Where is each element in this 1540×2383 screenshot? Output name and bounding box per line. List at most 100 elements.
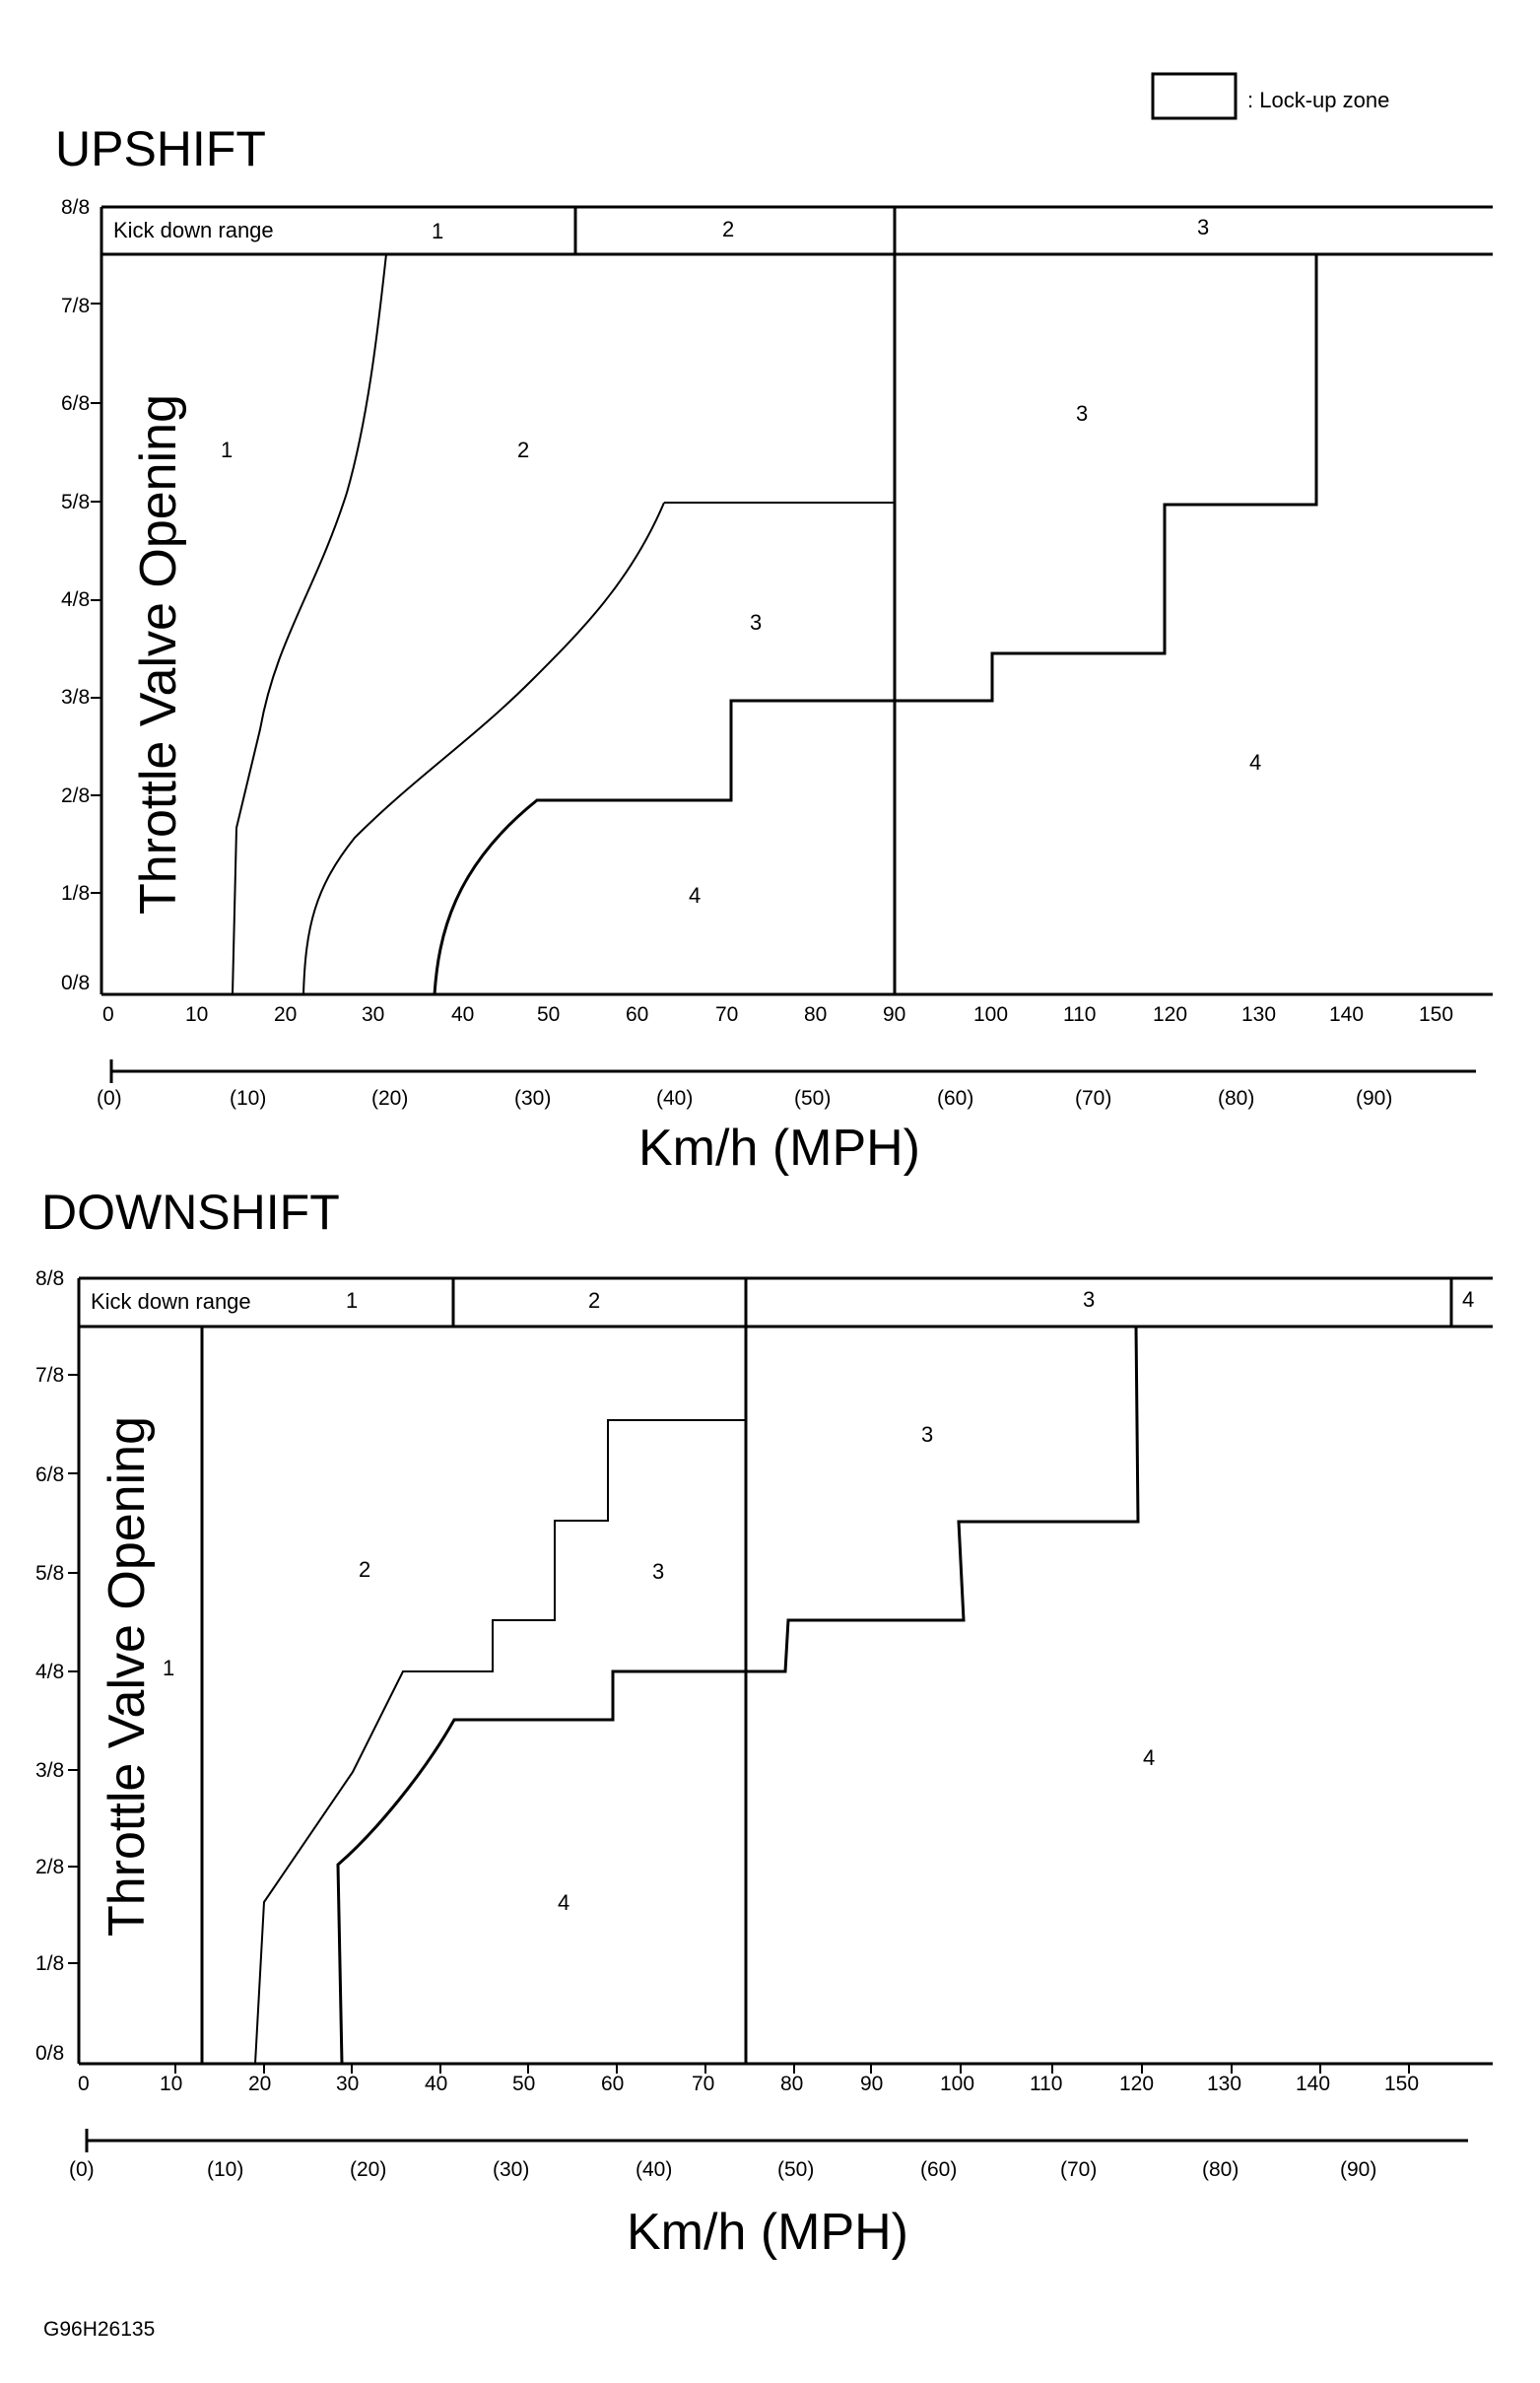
mph-tick: (0) xyxy=(69,2158,95,2181)
downshift-zone-label: 3 xyxy=(652,1559,664,1584)
kmh-tick: 120 xyxy=(1153,1003,1187,1026)
mph-tick: (50) xyxy=(794,1087,831,1110)
kmh-tick: 140 xyxy=(1296,2073,1330,2095)
mph-tick: (20) xyxy=(371,1087,408,1110)
kmh-tick: 0 xyxy=(102,1003,114,1026)
kmh-tick: 100 xyxy=(940,2073,974,2095)
upshift-chart: UPSHIFT 0/8 1/8 2/8 3/8 4/8 5/8 6/8 7/8 … xyxy=(55,121,1493,1177)
upshift-3-4-line xyxy=(433,254,1318,995)
mph-tick: (10) xyxy=(207,2158,243,2181)
kmh-tick: 70 xyxy=(692,2073,714,2095)
mph-tick: (30) xyxy=(514,1087,551,1110)
kmh-tick: 60 xyxy=(626,1003,648,1026)
kmh-tick: 10 xyxy=(185,1003,208,1026)
kmh-tick: 130 xyxy=(1241,1003,1276,1026)
kmh-tick: 20 xyxy=(248,2073,271,2095)
kmh-tick: 80 xyxy=(780,2073,803,2095)
mph-tick: (90) xyxy=(1340,2158,1376,2181)
upshift-y-tick: 7/8 xyxy=(61,295,90,317)
downshift-zone-label: 4 xyxy=(558,1890,569,1915)
upshift-y-axis-label: Throttle Valve Opening xyxy=(130,394,187,915)
downshift-x-axis-label: Km/h (MPH) xyxy=(627,2204,908,2261)
downshift-y-tick: 1/8 xyxy=(35,1952,64,1975)
kickdown-gear: 2 xyxy=(722,217,734,241)
downshift-y-tick: 4/8 xyxy=(35,1661,64,1683)
kmh-tick: 40 xyxy=(451,1003,474,1026)
upshift-1-2-line xyxy=(232,253,387,995)
upshift-y-tick: 0/8 xyxy=(61,972,90,994)
kmh-tick: 120 xyxy=(1119,2073,1154,2095)
downshift-zone-label: 1 xyxy=(163,1656,174,1680)
kmh-tick: 30 xyxy=(336,2073,359,2095)
downshift-y-ticks: 0/8 1/8 2/8 3/8 4/8 5/8 6/8 7/8 8/8 xyxy=(35,1267,79,2065)
kmh-tick: 150 xyxy=(1419,1003,1453,1026)
kmh-tick: 40 xyxy=(425,2073,447,2095)
kmh-tick: 110 xyxy=(1063,1003,1096,1026)
kickdown-gear: 1 xyxy=(346,1288,358,1313)
kmh-tick: 30 xyxy=(362,1003,384,1026)
mph-tick: (30) xyxy=(493,2158,529,2181)
mph-tick: (0) xyxy=(97,1087,122,1110)
kmh-tick: 140 xyxy=(1329,1003,1364,1026)
upshift-zone-label: 4 xyxy=(689,883,701,908)
upshift-kickdown-row: Kick down range 1 2 3 xyxy=(113,207,1209,254)
mph-tick: (20) xyxy=(350,2158,386,2181)
downshift-y-tick: 6/8 xyxy=(35,1464,64,1486)
downshift-mph-scale: (0) (10) (20) (30) (40) (50) (60) (70) (… xyxy=(69,2129,1468,2181)
kmh-tick: 70 xyxy=(715,1003,738,1026)
kickdown-gear: 4 xyxy=(1462,1287,1474,1312)
downshift-chart: DOWNSHIFT 0/8 1/8 2/8 3/8 4/8 5/8 6/8 7/… xyxy=(35,1185,1493,2261)
upshift-y-tick: 5/8 xyxy=(61,491,90,513)
mph-tick: (70) xyxy=(1060,2158,1097,2181)
downshift-y-tick: 3/8 xyxy=(35,1759,64,1782)
lockup-legend-label: : Lock-up zone xyxy=(1247,88,1389,112)
kickdown-gear: 1 xyxy=(432,219,443,243)
kmh-tick: 50 xyxy=(512,2073,535,2095)
kmh-tick: 0 xyxy=(78,2073,90,2095)
mph-tick: (50) xyxy=(777,2158,814,2181)
kickdown-gear: 2 xyxy=(588,1288,600,1313)
downshift-y-tick: 0/8 xyxy=(35,2042,64,2065)
mph-tick: (10) xyxy=(230,1087,266,1110)
downshift-y-tick: 2/8 xyxy=(35,1856,64,1878)
downshift-y-tick: 8/8 xyxy=(35,1267,64,1290)
downshift-y-axis-label: Throttle Valve Opening xyxy=(99,1416,156,1937)
kmh-tick: 60 xyxy=(601,2073,624,2095)
upshift-x-axis-label: Km/h (MPH) xyxy=(638,1120,920,1177)
kickdown-gear: 3 xyxy=(1197,215,1209,239)
kmh-tick: 80 xyxy=(804,1003,827,1026)
lockup-legend: : Lock-up zone xyxy=(1151,72,1389,120)
downshift-title: DOWNSHIFT xyxy=(41,1185,340,1240)
figure-code: G96H26135 xyxy=(43,2318,155,2341)
kmh-tick: 100 xyxy=(973,1003,1008,1026)
upshift-zone-label: 2 xyxy=(517,438,529,462)
kmh-tick: 10 xyxy=(160,2073,182,2095)
downshift-zone-label: 3 xyxy=(921,1422,933,1447)
upshift-mph-scale: (0) (10) (20) (30) (40) (50) (60) (70) (… xyxy=(97,1059,1476,1110)
mph-tick: (60) xyxy=(937,1087,973,1110)
upshift-y-tick: 3/8 xyxy=(61,686,90,709)
upshift-y-tick: 2/8 xyxy=(61,784,90,807)
mph-tick: (60) xyxy=(920,2158,957,2181)
kmh-tick: 90 xyxy=(883,1003,905,1026)
kmh-tick: 50 xyxy=(537,1003,560,1026)
upshift-y-tick: 8/8 xyxy=(61,196,90,219)
upshift-kmh-ticks: 0 10 20 30 40 50 60 70 80 90 100 110 120… xyxy=(102,1003,1453,1026)
upshift-y-tick: 6/8 xyxy=(61,392,90,415)
kmh-tick: 20 xyxy=(274,1003,297,1026)
upshift-y-tick: 4/8 xyxy=(61,588,90,611)
downshift-3-2-line xyxy=(254,1419,746,2065)
kickdown-label: Kick down range xyxy=(113,218,274,242)
upshift-zone-label: 1 xyxy=(221,438,233,462)
upshift-2-3-line xyxy=(302,502,895,995)
upshift-y-ticks: 0/8 1/8 2/8 3/8 4/8 5/8 6/8 7/8 8/8 xyxy=(61,196,101,994)
downshift-4-3-line xyxy=(336,1326,1140,2065)
downshift-y-tick: 7/8 xyxy=(35,1364,64,1387)
downshift-kmh-ticks: 0 10 20 30 40 50 60 70 80 90 100 110 120… xyxy=(78,2064,1419,2095)
kickdown-gear: 3 xyxy=(1083,1287,1095,1312)
mph-tick: (40) xyxy=(636,2158,672,2181)
downshift-kickdown-row: Kick down range 1 2 3 4 xyxy=(91,1278,1474,1327)
upshift-zone-label: 3 xyxy=(1076,401,1088,426)
mph-tick: (80) xyxy=(1218,1087,1254,1110)
